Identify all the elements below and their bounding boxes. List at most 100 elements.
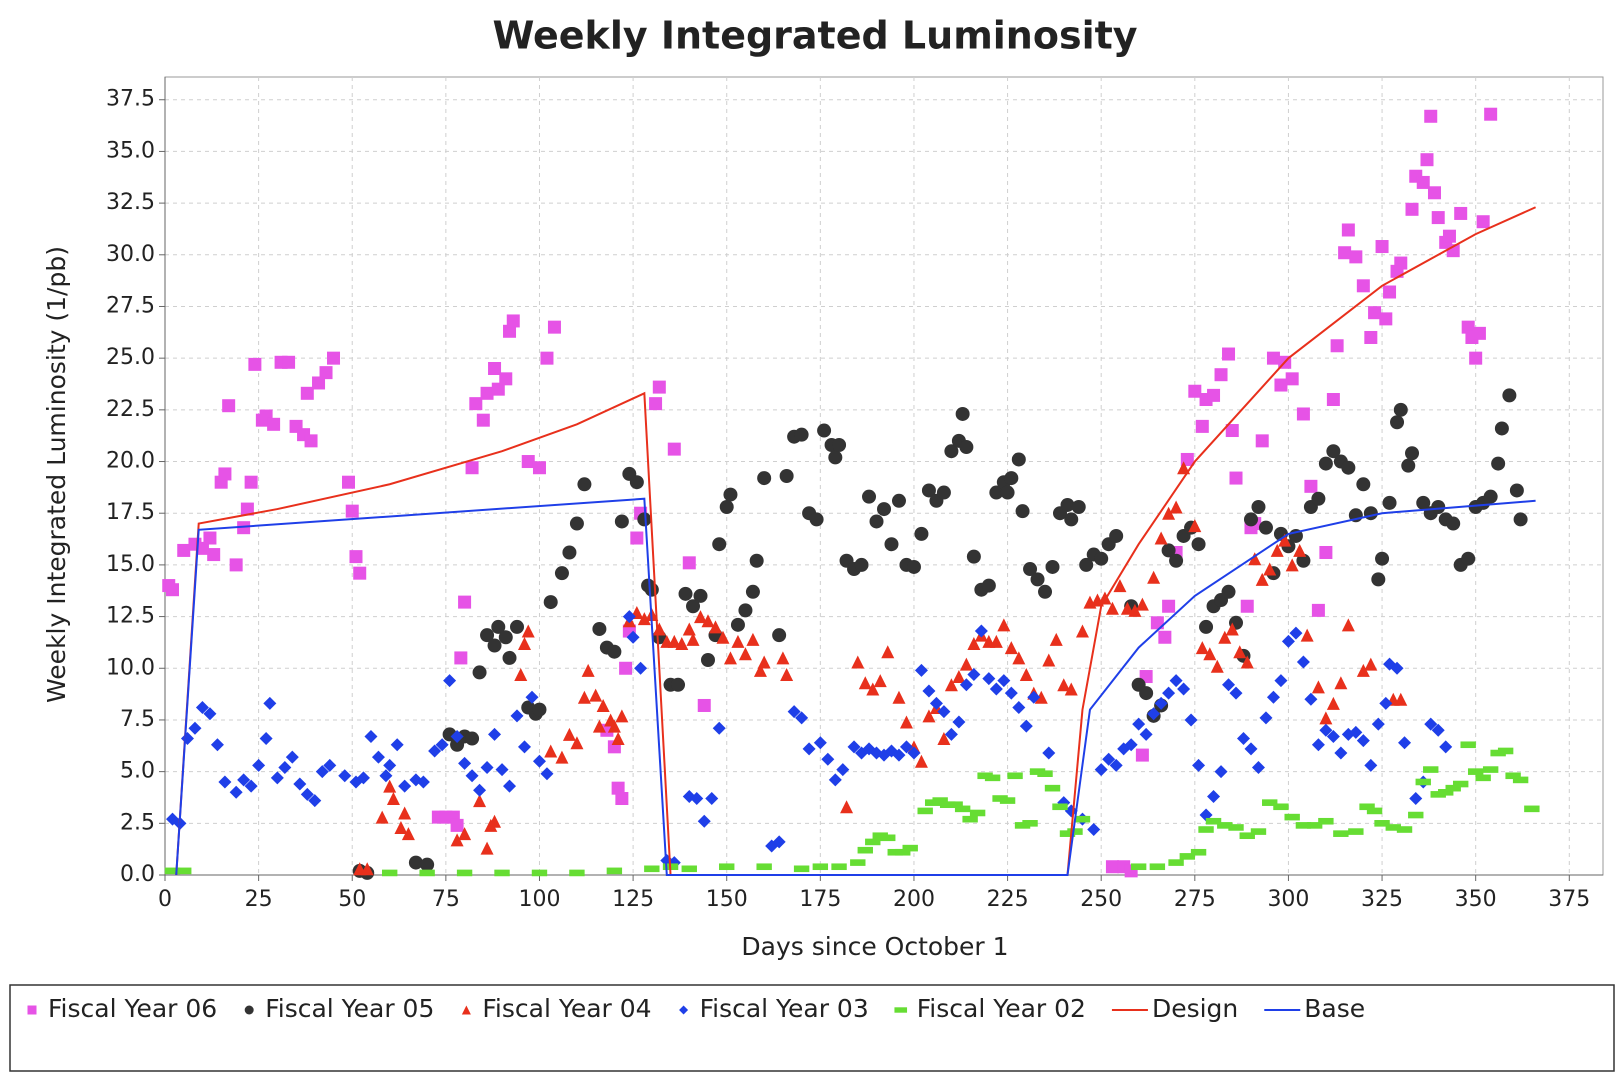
triangle-marker xyxy=(1004,641,1018,655)
triangle-marker xyxy=(592,719,606,733)
triangle-marker xyxy=(1319,711,1333,725)
triangle-marker xyxy=(892,690,906,704)
diamond-marker xyxy=(697,814,711,828)
square-marker xyxy=(1472,326,1486,340)
x-tick-label: 300 xyxy=(1267,887,1309,912)
legend-label: Fiscal Year 06 xyxy=(48,994,217,1023)
diamond-marker xyxy=(982,672,996,686)
square-marker xyxy=(491,382,505,396)
circle-marker xyxy=(1494,421,1509,436)
square-marker xyxy=(1266,351,1280,365)
circle-marker xyxy=(1169,553,1184,568)
diamond-marker xyxy=(1192,758,1206,772)
diamond-marker xyxy=(315,765,329,779)
diamond-marker xyxy=(1390,661,1404,675)
square-marker xyxy=(1255,434,1269,448)
circle-marker xyxy=(1311,491,1326,506)
diamond-marker xyxy=(323,758,337,772)
circle-marker xyxy=(480,628,495,643)
dash-marker xyxy=(1512,776,1529,784)
triangle-marker xyxy=(776,651,790,665)
diamond-marker xyxy=(1087,823,1101,837)
triangle-marker xyxy=(480,841,494,855)
triangle-marker xyxy=(840,800,854,814)
square-marker xyxy=(1484,107,1498,121)
circle-marker xyxy=(1004,471,1019,486)
diamond-marker xyxy=(1094,763,1108,777)
square-marker xyxy=(1338,246,1352,260)
dash-marker xyxy=(1366,807,1383,815)
square-marker xyxy=(195,541,209,555)
x-tick-label: 275 xyxy=(1174,887,1216,912)
diamond-marker xyxy=(899,740,913,754)
triangle-marker xyxy=(1356,663,1370,677)
diamond-marker xyxy=(540,767,554,781)
triangle-marker xyxy=(881,645,895,659)
diamond-marker xyxy=(1004,686,1018,700)
dash-marker xyxy=(494,869,510,877)
triangle-marker xyxy=(738,647,752,661)
triangle-marker xyxy=(375,810,389,824)
square-marker xyxy=(1222,347,1236,361)
square-marker xyxy=(1349,250,1363,264)
diamond-marker xyxy=(959,678,973,692)
diamond-marker xyxy=(518,740,531,754)
square-marker xyxy=(1420,153,1434,167)
dash-marker xyxy=(894,1007,908,1013)
circle-marker xyxy=(832,437,847,452)
circle-marker xyxy=(809,512,824,527)
dash-marker xyxy=(606,867,623,875)
dash-marker xyxy=(1217,822,1233,829)
circle-marker xyxy=(420,857,435,872)
legend: Fiscal Year 06 Fiscal Year 05 Fiscal Year … xyxy=(9,984,1615,1072)
diamond-marker xyxy=(679,1005,689,1015)
triangle-marker xyxy=(544,744,558,758)
circle-marker xyxy=(862,489,877,504)
triangle-marker xyxy=(1113,579,1127,593)
diamond-marker xyxy=(914,663,928,677)
circle-marker xyxy=(700,652,715,667)
square-marker xyxy=(203,531,217,545)
square-marker xyxy=(1469,351,1483,365)
diamond-marker xyxy=(450,729,464,743)
diamond-marker xyxy=(1431,723,1445,737)
circle-marker xyxy=(1431,500,1446,515)
square-marker xyxy=(1330,339,1344,353)
circle-marker xyxy=(936,485,951,500)
diamond-marker xyxy=(929,696,943,710)
square-marker xyxy=(1405,202,1419,216)
triangle-marker xyxy=(1225,622,1239,636)
square-marker xyxy=(300,386,314,400)
circle-marker xyxy=(502,650,517,665)
circle-marker xyxy=(906,559,921,574)
diamond-marker xyxy=(495,763,509,777)
square-marker xyxy=(480,386,494,400)
circle-marker xyxy=(1221,584,1236,599)
triangle-marker xyxy=(386,792,400,806)
dash-marker xyxy=(1284,813,1300,821)
circle-marker xyxy=(554,566,569,581)
triangle-marker xyxy=(1075,624,1089,638)
triangle-marker xyxy=(1278,533,1292,547)
dash-marker xyxy=(1374,820,1390,827)
dash-marker xyxy=(1482,766,1499,773)
dash-marker xyxy=(1359,803,1375,811)
x-tick-label: 350 xyxy=(1455,887,1497,912)
circle-marker xyxy=(1513,512,1528,527)
square-marker xyxy=(1341,223,1355,237)
dash-marker xyxy=(1497,747,1514,755)
diamond-marker xyxy=(364,729,378,743)
diamond-marker xyxy=(443,674,457,688)
x-tick-label: 25 xyxy=(245,887,273,912)
diamond-marker xyxy=(705,792,719,806)
triangle-marker xyxy=(1120,601,1134,615)
legend-item: Fiscal Year 04 xyxy=(461,994,652,1023)
diamond-marker xyxy=(1027,690,1041,704)
circle-marker xyxy=(1390,415,1405,430)
triangle-marker xyxy=(1064,682,1078,696)
triangle-marker xyxy=(611,732,625,746)
y-tick-label: 5.0 xyxy=(120,759,155,784)
diamond-marker xyxy=(195,701,209,715)
circle-marker xyxy=(1509,483,1524,498)
triangle-marker xyxy=(596,698,610,712)
